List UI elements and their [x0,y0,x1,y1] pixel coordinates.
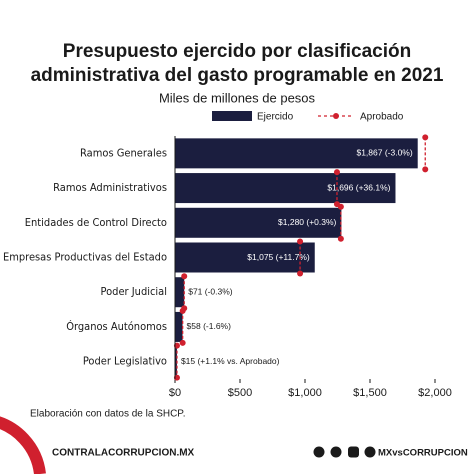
x-tick-label: $0 [169,387,181,399]
approved-dot [333,169,340,176]
legend-label: Ejercido [257,112,294,123]
youtube-icon[interactable] [364,446,376,458]
y-tick-label: Órganos Autónomos [66,320,167,333]
approved-dot [337,203,344,210]
bar [175,311,183,342]
y-tick-label: Ramos Administrativos [53,181,167,194]
bar [175,173,396,204]
chart-title: Presupuesto ejercido por clasificación [63,41,411,62]
legend-label: Aprobado [360,112,404,123]
approved-dot [297,238,304,245]
x-tick-label: $500 [228,387,252,399]
approved-marker [297,238,304,277]
approved-dot [179,307,186,314]
approved-marker [179,307,186,346]
approved-marker [337,203,344,242]
approved-dot [422,166,429,173]
value-label: $1,867 (-3.0%) [356,148,412,158]
x-tick-label: $1,500 [353,387,387,399]
social-icons [313,446,376,458]
bar [175,277,185,308]
approved-dot [422,134,429,141]
y-tick-label: Empresas Productivas del Estado [3,251,167,264]
y-tick-label: Poder Judicial [101,285,167,298]
value-label: $58 (-1.6%) [187,321,232,331]
approved-marker [422,134,429,173]
decoration-arc [0,416,46,474]
approved-dot [337,235,344,242]
legend-swatch [333,113,339,119]
bar [175,242,315,273]
instagram-icon[interactable] [348,446,359,458]
approved-dot [179,339,186,346]
y-tick-label: Ramos Generales [80,146,167,159]
approved-dot [181,273,188,280]
handle: MXvsCORRUPCION [378,448,468,459]
value-label: $1,075 (+11.7%) [247,252,310,262]
value-label: $1,280 (+0.3%) [278,217,337,227]
website: CONTRALACORRUPCION.MX [52,448,195,459]
bar [175,138,418,169]
bar [175,346,177,377]
bar [175,207,342,238]
source-note: Elaboración con datos de la SHCP. [30,409,185,420]
approved-dot [297,270,304,277]
twitter-icon[interactable] [330,446,342,458]
x-tick-label: $2,000 [418,387,452,399]
legend-swatch [212,111,252,121]
chart-subtitle: Miles de millones de pesos [159,90,316,105]
value-label: $71 (-0.3%) [188,286,233,296]
value-label: $1,696 (+36.1%) [327,182,390,192]
x-tick-label: $1,000 [288,387,322,399]
facebook-icon[interactable] [313,446,325,458]
chart-title: administrativa del gasto programable en … [31,65,444,86]
value-label: $15 (+1.1% vs. Aprobado) [181,356,280,366]
y-tick-label: Entidades de Control Directo [25,216,167,229]
y-tick-label: Poder Legislativo [83,355,167,368]
